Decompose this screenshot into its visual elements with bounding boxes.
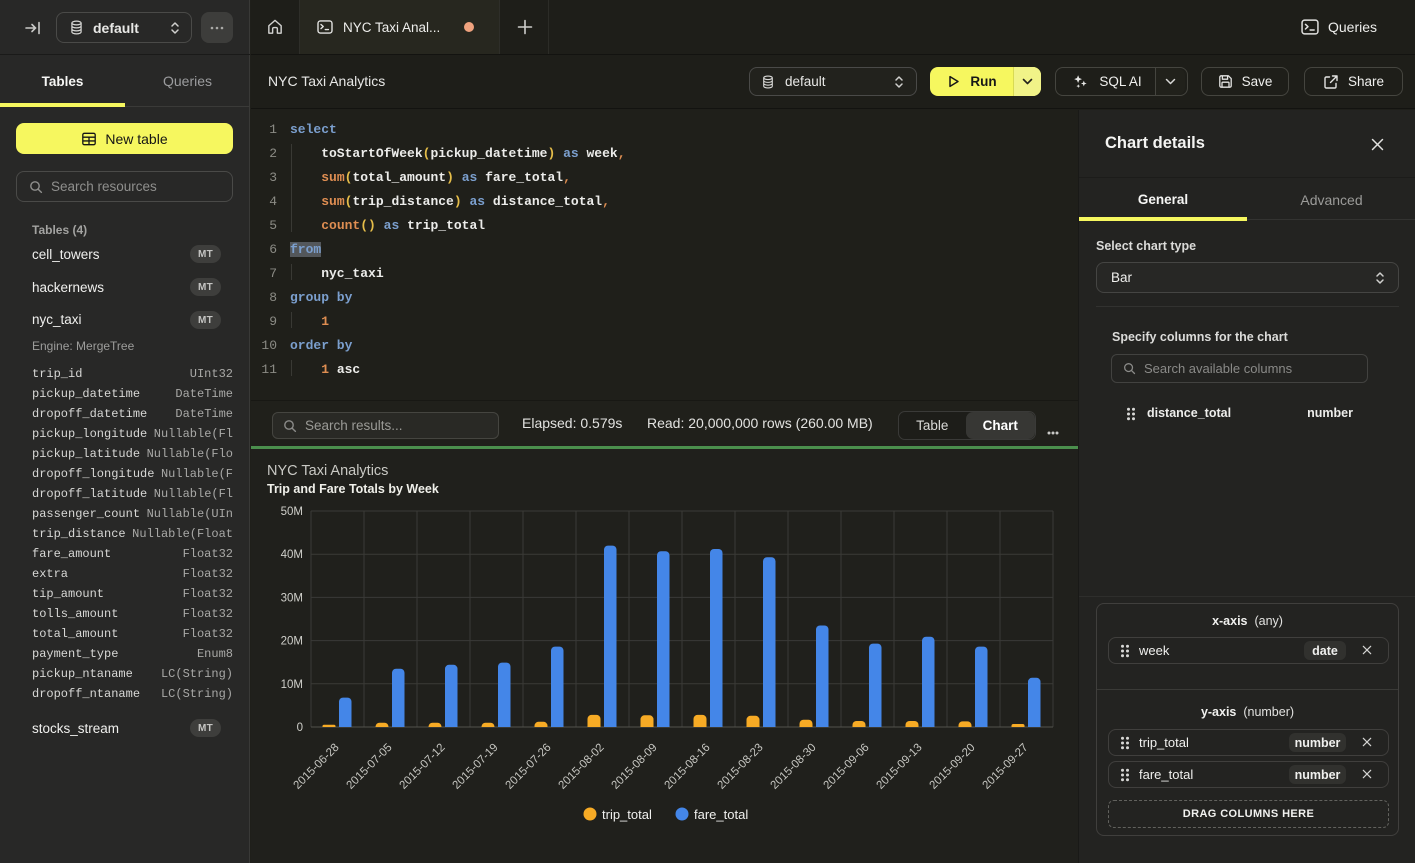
svg-text:Trip and Fare Totals by Week: Trip and Fare Totals by Week	[267, 482, 439, 496]
svg-text:2015-08-23: 2015-08-23	[716, 742, 766, 792]
svg-text:40M: 40M	[281, 549, 303, 561]
svg-text:2015-07-26: 2015-07-26	[504, 742, 554, 792]
svg-text:2015-07-05: 2015-07-05	[345, 742, 395, 792]
svg-text:20M: 20M	[281, 636, 303, 648]
svg-text:50M: 50M	[281, 506, 303, 518]
svg-text:2015-08-16: 2015-08-16	[663, 742, 713, 792]
svg-text:2015-06-28: 2015-06-28	[292, 742, 342, 792]
svg-text:2015-09-06: 2015-09-06	[822, 742, 872, 792]
svg-text:2015-09-27: 2015-09-27	[981, 742, 1031, 792]
svg-text:30M: 30M	[281, 592, 303, 604]
svg-text:2015-09-20: 2015-09-20	[928, 742, 978, 792]
svg-text:NYC Taxi Analytics: NYC Taxi Analytics	[267, 463, 388, 479]
svg-text:0: 0	[297, 722, 303, 734]
svg-text:2015-08-09: 2015-08-09	[610, 742, 660, 792]
svg-text:2015-08-30: 2015-08-30	[769, 742, 819, 792]
svg-text:10M: 10M	[281, 679, 303, 691]
svg-text:2015-08-02: 2015-08-02	[557, 742, 607, 792]
svg-text:trip_total: trip_total	[602, 807, 652, 822]
svg-text:2015-07-12: 2015-07-12	[398, 742, 448, 792]
svg-text:2015-09-13: 2015-09-13	[875, 742, 925, 792]
svg-text:fare_total: fare_total	[694, 807, 748, 822]
svg-text:2015-07-19: 2015-07-19	[451, 742, 501, 792]
